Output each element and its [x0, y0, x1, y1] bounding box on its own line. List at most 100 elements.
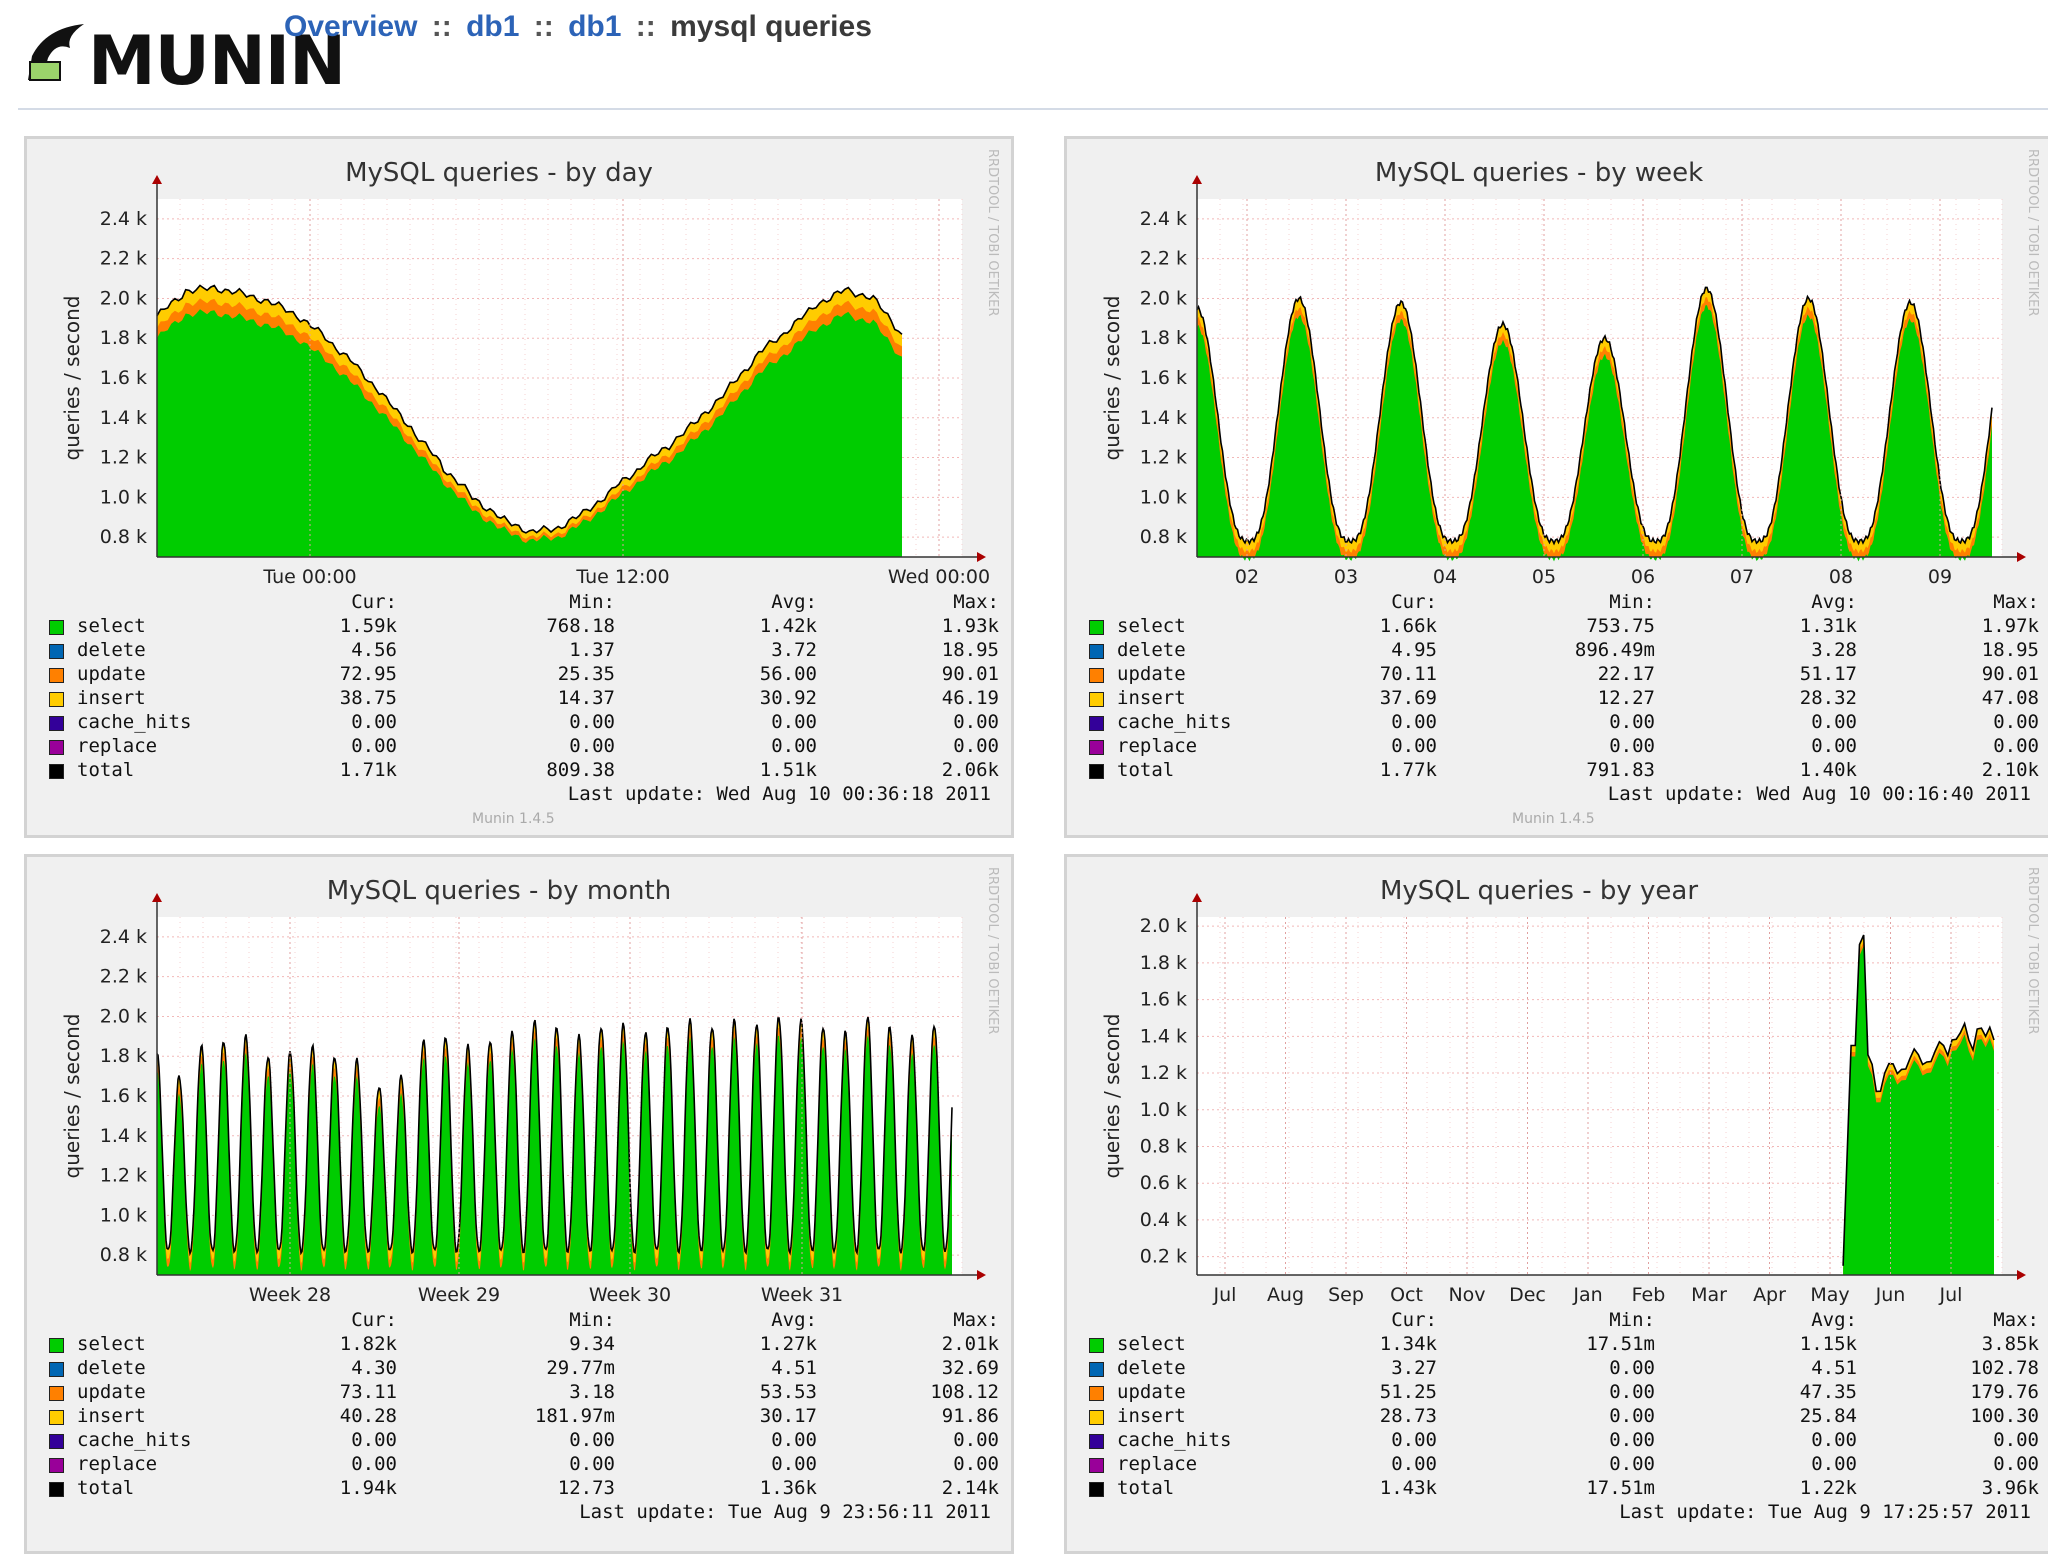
- legend-value-max: 108.12: [930, 1381, 999, 1403]
- legend-series-name: replace: [77, 735, 158, 757]
- munin-logo[interactable]: MUNIN: [26, 18, 346, 101]
- graph-title: MySQL queries - by week: [1375, 158, 1703, 188]
- y-axis-arrow: [1192, 175, 1202, 184]
- legend-swatch: [1089, 1362, 1104, 1377]
- legend-swatch: [1089, 1386, 1104, 1401]
- legend-series-name: total: [77, 1477, 135, 1499]
- x-tick-label: Mar: [1691, 1284, 1727, 1306]
- legend-value-cur: 28.73: [1379, 1405, 1437, 1427]
- x-tick-label: Tue 00:00: [262, 566, 356, 588]
- graph-by-month[interactable]: MySQL queries - by month queries / second…: [24, 854, 1014, 1554]
- y-tick-label: 1.6 k: [100, 1085, 147, 1107]
- legend-value-avg: 1.31k: [1799, 615, 1857, 637]
- series-group: [156, 284, 903, 557]
- graph-canvas: MySQL queries - by month queries / second…: [60, 867, 1000, 1306]
- munin-version: Munin 1.4.5: [1512, 811, 1595, 827]
- legend-value-avg: 0.00: [771, 1453, 817, 1475]
- breadcrumb-sep: ::: [533, 10, 554, 43]
- legend-row-select: select 1.34k 17.51m 1.15k 3.85k: [1067, 1333, 2048, 1357]
- legend-value-max: 2.10k: [1981, 759, 2039, 781]
- y-tick-label: 0.8 k: [1140, 526, 1187, 548]
- legend-value-cur: 0.00: [351, 711, 397, 733]
- legend-row-total: total 1.77k 791.83 1.40k 2.10k: [1067, 759, 2048, 783]
- legend-value-max: 1.97k: [1981, 615, 2039, 637]
- y-tick-label: 0.8 k: [100, 1244, 147, 1266]
- legend-value-avg: 4.51: [771, 1357, 817, 1379]
- total-line: [1196, 286, 1993, 546]
- y-tick-label: 2.4 k: [1140, 208, 1187, 230]
- legend-row-cache_hits: cache_hits 0.00 0.00 0.00 0.00: [1067, 711, 2048, 735]
- legend-value-cur: 0.00: [1391, 711, 1437, 733]
- legend-value-min: 25.35: [557, 663, 615, 685]
- legend-value-min: 29.77m: [546, 1357, 615, 1379]
- x-tick-label: 05: [1532, 566, 1556, 588]
- legend-value-max: 100.30: [1970, 1405, 2039, 1427]
- legend-swatch: [49, 1338, 64, 1353]
- breadcrumb-sep: ::: [431, 10, 452, 43]
- y-tick-label: 1.2 k: [1140, 447, 1187, 469]
- y-tick-label: 1.0 k: [1140, 1099, 1187, 1121]
- y-axis-label: queries / second: [60, 1014, 84, 1179]
- munin-version: Munin 1.4.5: [472, 811, 555, 827]
- legend-value-max: 179.76: [1970, 1381, 2039, 1403]
- x-tick-label: 02: [1235, 566, 1259, 588]
- rrdtool-credit: RRDTOOL / TOBI OETIKER: [2025, 149, 2040, 316]
- breadcrumb-group[interactable]: db1: [466, 10, 520, 43]
- legend-header-cur: Cur:: [1391, 1309, 1437, 1331]
- legend-value-min: 0.00: [569, 711, 615, 733]
- graph-title: MySQL queries - by year: [1380, 876, 1698, 906]
- legend-value-max: 91.86: [941, 1405, 999, 1427]
- rrdtool-credit: RRDTOOL / TOBI OETIKER: [2025, 867, 2040, 1034]
- legend-value-max: 32.69: [941, 1357, 999, 1379]
- legend-row-total: total 1.43k 17.51m 1.22k 3.96k: [1067, 1477, 2048, 1501]
- legend-value-min: 17.51m: [1586, 1477, 1655, 1499]
- total-line: [1842, 934, 1995, 1266]
- legend-series-name: update: [1117, 663, 1186, 685]
- legend-value-cur: 4.56: [351, 639, 397, 661]
- legend-value-cur: 38.75: [339, 687, 397, 709]
- legend-swatch: [1089, 692, 1104, 707]
- legend-swatch: [1089, 644, 1104, 659]
- legend-series-name: insert: [77, 687, 146, 709]
- legend-value-max: 47.08: [1981, 687, 2039, 709]
- legend-value-avg: 4.51: [1811, 1357, 1857, 1379]
- legend-series-name: update: [77, 1381, 146, 1403]
- graph-by-day[interactable]: MySQL queries - by day queries / second 2.…: [24, 136, 1014, 838]
- legend-row-update: update 70.11 22.17 51.17 90.01: [1067, 663, 2048, 687]
- x-tick-label: Apr: [1753, 1284, 1786, 1306]
- legend-value-min: 896.49m: [1574, 639, 1655, 661]
- x-tick-label: 08: [1829, 566, 1853, 588]
- legend-swatch: [49, 620, 64, 635]
- legend-header-max: Max:: [1993, 591, 2039, 613]
- legend-series-name: cache_hits: [77, 711, 192, 733]
- legend-value-min: 0.00: [1609, 1453, 1655, 1475]
- legend-value-max: 3.85k: [1981, 1333, 2039, 1355]
- graph-by-week[interactable]: MySQL queries - by week queries / second 2…: [1064, 136, 2048, 838]
- legend-value-cur: 1.77k: [1379, 759, 1437, 781]
- rrdtool-credit: RRDTOOL / TOBI OETIKER: [985, 149, 1000, 316]
- legend-value-min: 0.00: [1609, 711, 1655, 733]
- breadcrumb-overview[interactable]: Overview: [284, 10, 418, 43]
- legend-value-max: 2.14k: [941, 1477, 999, 1499]
- legend-row-replace: replace 0.00 0.00 0.00 0.00: [1067, 735, 2048, 759]
- legend-value-avg: 51.17: [1799, 663, 1857, 685]
- legend-row-insert: insert 28.73 0.00 25.84 100.30: [1067, 1405, 2048, 1429]
- x-tick-label: 06: [1631, 566, 1655, 588]
- legend-value-avg: 28.32: [1799, 687, 1857, 709]
- legend-swatch: [49, 668, 64, 683]
- legend-value-min: 809.38: [546, 759, 615, 781]
- legend-header-max: Max:: [953, 591, 999, 613]
- legend-value-avg: 1.51k: [759, 759, 817, 781]
- legend-value-cur: 40.28: [339, 1405, 397, 1427]
- legend-value-min: 0.00: [1609, 1429, 1655, 1451]
- legend-header-avg: Avg:: [771, 591, 817, 613]
- x-tick-label: Aug: [1267, 1284, 1304, 1306]
- series-group: [1842, 934, 1995, 1275]
- breadcrumb-host[interactable]: db1: [568, 10, 622, 43]
- legend-value-avg: 47.35: [1799, 1381, 1857, 1403]
- legend-row-delete: delete 4.56 1.37 3.72 18.95: [27, 639, 1017, 663]
- graph-by-year[interactable]: MySQL queries - by year queries / second 2…: [1064, 854, 2048, 1554]
- legend-value-min: 0.00: [569, 1453, 615, 1475]
- x-tick-label: 09: [1928, 566, 1952, 588]
- x-tick-label: 03: [1334, 566, 1358, 588]
